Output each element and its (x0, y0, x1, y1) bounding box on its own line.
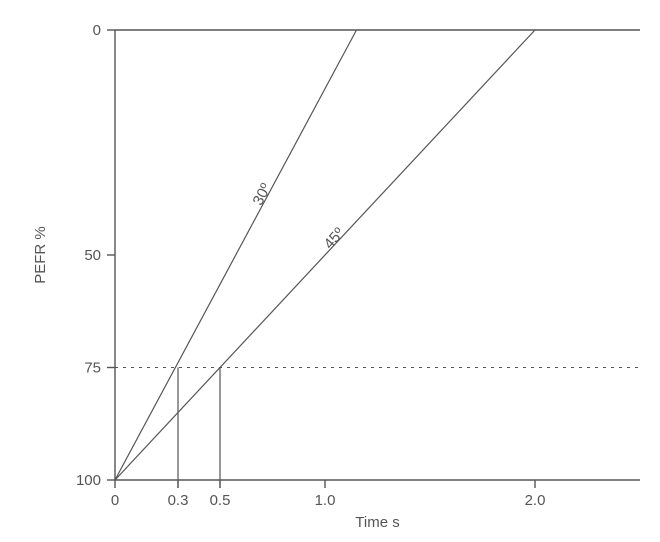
y-axis-label: PEFR % (32, 226, 49, 284)
y-tick-label: 100 (76, 472, 101, 489)
y-tick-label: 0 (93, 22, 101, 39)
x-axis-label: Time s (355, 514, 399, 531)
x-tick-label: 0.5 (210, 492, 231, 509)
x-tick-label: 0.3 (168, 492, 189, 509)
y-tick-label: 50 (84, 247, 101, 264)
chart-bg (0, 0, 660, 542)
pefr-time-chart: 05075100PEFR %00.30.51.02.0Time s30º45º (0, 0, 660, 542)
x-tick-label: 2.0 (525, 492, 546, 509)
x-tick-label: 1.0 (315, 492, 336, 509)
chart-svg: 05075100PEFR %00.30.51.02.0Time s30º45º (0, 0, 660, 542)
x-tick-label: 0 (111, 492, 119, 509)
y-tick-label: 75 (84, 360, 101, 377)
